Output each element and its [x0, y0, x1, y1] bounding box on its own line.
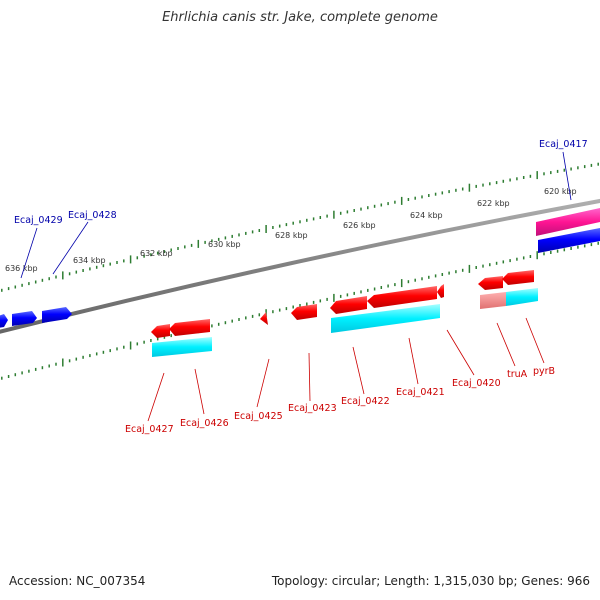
- reverse-gene-feature[interactable]: [330, 296, 367, 314]
- reverse-gene-feature[interactable]: [169, 319, 210, 336]
- callout-lines: [20, 151, 572, 422]
- forward-rna-feature[interactable]: [536, 208, 600, 236]
- scale-label: 620 kbp: [544, 187, 577, 196]
- reverse-strand: [151, 270, 534, 338]
- forward-strand: [536, 208, 600, 253]
- genome-backbone: [0, 198, 600, 334]
- scale-label: 630 kbp: [208, 240, 241, 249]
- scale-ticks: [1, 162, 599, 380]
- reverse-pseudo-feature[interactable]: [480, 292, 506, 309]
- gene-label-ecaj-0426[interactable]: Ecaj_0426: [180, 418, 229, 429]
- gene-label-ecaj-0420[interactable]: Ecaj_0420: [452, 378, 501, 389]
- gene-label-ecaj-0422[interactable]: Ecaj_0422: [341, 396, 390, 407]
- forward-gene-feature[interactable]: [538, 228, 600, 253]
- gene-label-ecaj-0423[interactable]: Ecaj_0423: [288, 403, 337, 414]
- scale-label: 626 kbp: [343, 221, 376, 230]
- scale-label: 634 kbp: [73, 256, 106, 265]
- map-title: Ehrlichia canis str. Jake, complete geno…: [162, 10, 438, 25]
- scale-label: 622 kbp: [477, 199, 510, 208]
- reverse-cds-feature[interactable]: [331, 304, 440, 333]
- scale-label: 632 kbp: [140, 249, 173, 258]
- forward-gene-feature[interactable]: [42, 307, 72, 323]
- gene-label-ecaj-0429[interactable]: Ecaj_0429: [14, 215, 63, 226]
- scale-label: 636 kbp: [5, 264, 38, 273]
- reverse-cds: [152, 288, 538, 357]
- gene-label-ecaj-0421[interactable]: Ecaj_0421: [396, 387, 445, 398]
- gene-label-ecaj-0428[interactable]: Ecaj_0428: [68, 210, 117, 221]
- footer-topology: Topology: circular; Length: 1,315,030 bp…: [271, 574, 590, 588]
- scale-label: 624 kbp: [410, 211, 443, 220]
- gene-label-trua[interactable]: truA: [507, 369, 528, 380]
- reverse-gene-feature[interactable]: [502, 270, 534, 285]
- reverse-cds-feature[interactable]: [506, 288, 538, 306]
- forward-gene-feature[interactable]: [12, 311, 37, 326]
- scale-label: 628 kbp: [275, 231, 308, 240]
- reverse-gene-feature[interactable]: [367, 286, 437, 308]
- reverse-gene-feature[interactable]: [151, 324, 170, 338]
- forward-genes-left: [0, 307, 72, 328]
- forward-gene-feature[interactable]: [0, 314, 8, 328]
- reverse-gene-feature[interactable]: [260, 312, 268, 325]
- gene-label-ecaj-0425[interactable]: Ecaj_0425: [234, 411, 283, 422]
- scale-labels: 620 kbp 622 kbp 624 kbp 626 kbp 628 kbp …: [5, 187, 577, 273]
- reverse-cds-feature[interactable]: [152, 337, 212, 357]
- reverse-gene-feature[interactable]: [291, 304, 317, 320]
- reverse-gene-feature[interactable]: [437, 284, 444, 298]
- gene-label-ecaj-0417[interactable]: Ecaj_0417: [539, 139, 588, 150]
- footer-accession: Accession: NC_007354: [9, 574, 146, 588]
- gene-label-ecaj-0427[interactable]: Ecaj_0427: [125, 424, 174, 435]
- reverse-gene-feature[interactable]: [478, 276, 503, 290]
- gene-label-pyrb[interactable]: pyrB: [533, 366, 555, 377]
